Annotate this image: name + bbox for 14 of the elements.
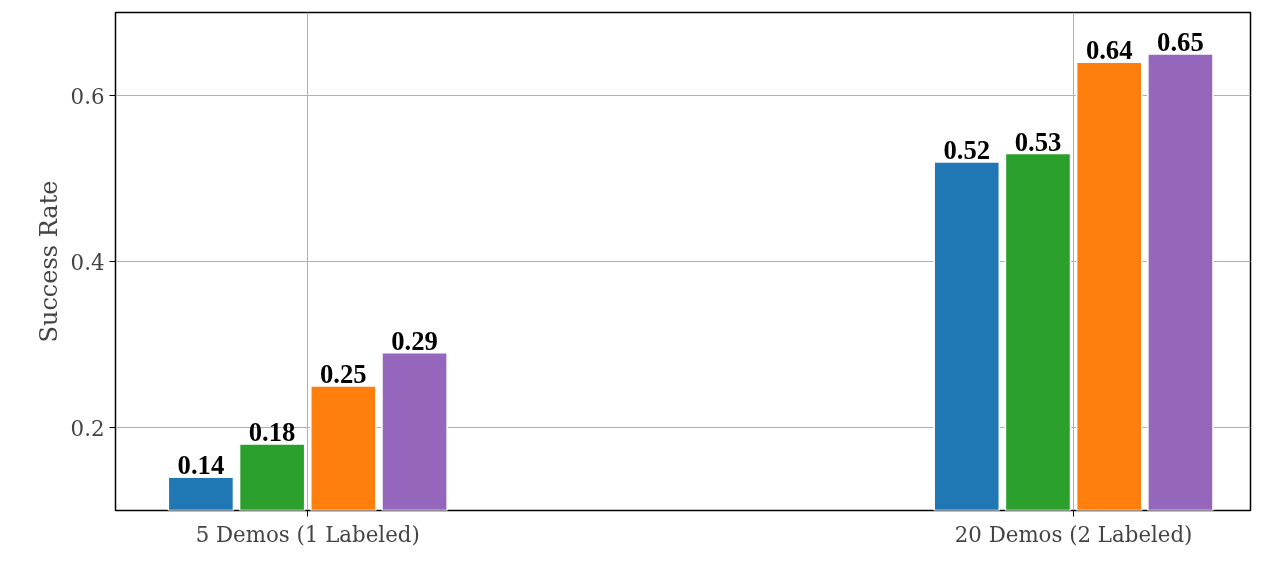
data-label: 0.53 xyxy=(1014,126,1062,157)
x-tick-label: 5 Demos (1 Labeled) xyxy=(195,521,420,547)
y-tick-label: 0.2 xyxy=(70,415,105,441)
data-label: 0.52 xyxy=(943,134,991,165)
y-axis-title: Success Rate xyxy=(34,180,63,343)
y-tick-label: 0.6 xyxy=(70,83,105,109)
data-label: 0.29 xyxy=(391,325,438,356)
y-tick-label: 0.4 xyxy=(70,249,105,275)
x-tick-label: 20 Demos (2 Labeled) xyxy=(954,521,1193,547)
data-label: 0.64 xyxy=(1085,35,1133,66)
data-label: 0.14 xyxy=(177,450,225,481)
data-label: 0.65 xyxy=(1157,27,1204,57)
data-label: 0.25 xyxy=(320,359,367,389)
data-label: 0.18 xyxy=(248,417,296,448)
